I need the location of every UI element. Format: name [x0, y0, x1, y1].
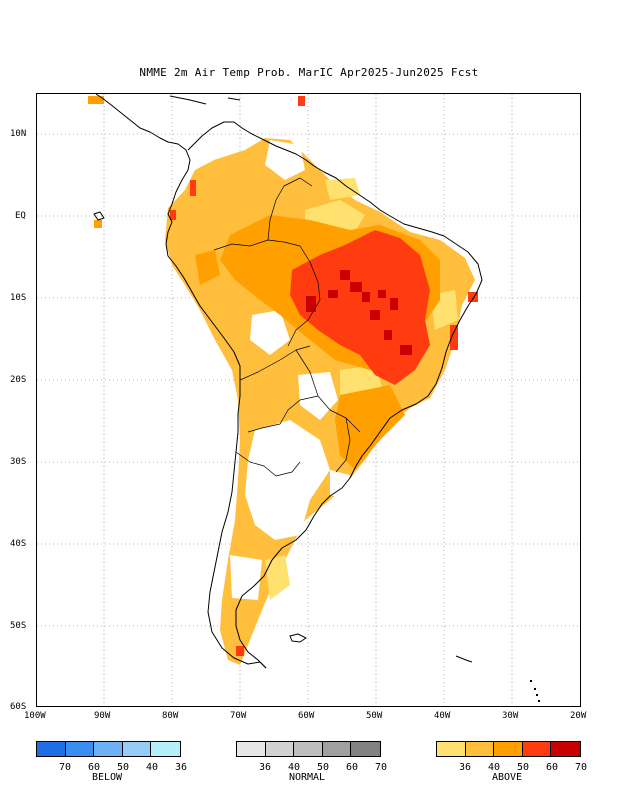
legend-below-swatch: [122, 742, 152, 756]
lon-label-70w: 70W: [230, 711, 247, 721]
lon-label-30w: 30W: [502, 711, 519, 721]
lon-label-100w: 100W: [24, 711, 46, 721]
legend-normal-tick: 50: [316, 762, 330, 773]
map-title: NMME 2m Air Temp Prob. MarIC Apr2025-Jun…: [139, 66, 479, 79]
legend-normal-swatch: [294, 742, 323, 756]
legend-above-swatch: [465, 742, 495, 756]
lat-label-60s: 60S: [10, 702, 27, 712]
lat-label-40s: 40S: [10, 539, 27, 549]
lat-label-20s: 20S: [10, 375, 27, 385]
legend-above-swatch: [522, 742, 552, 756]
islands: [530, 680, 540, 702]
lon-label-50w: 50W: [366, 711, 383, 721]
above-70-cells: [306, 270, 412, 355]
lon-label-60w: 60W: [298, 711, 315, 721]
no-signal-region: [245, 420, 330, 540]
legend-normal-label: NORMAL: [288, 772, 326, 783]
legend-above-swatch: [551, 742, 581, 756]
legend-normal-bar: [236, 741, 381, 757]
legend-normal-tick: 60: [345, 762, 359, 773]
legend-below-bar: [36, 741, 181, 757]
legend-normal-tick: 70: [374, 762, 388, 773]
legend-below-tick: 36: [174, 762, 188, 773]
legend-below-tick: 40: [145, 762, 159, 773]
legend-below-tick: 60: [87, 762, 101, 773]
lat-label-30s: 30S: [10, 457, 27, 467]
legend-below-swatch: [151, 742, 181, 756]
lat-label-10s: 10S: [10, 293, 27, 303]
legend-normal-swatch: [351, 742, 381, 756]
coastline: [93, 94, 483, 669]
legend-above-tick: 36: [458, 762, 472, 773]
lat-label-10n: 10N: [10, 129, 27, 139]
gridlines: [37, 94, 580, 706]
legend-above-bar: [436, 741, 581, 757]
legend-above-tick: 50: [516, 762, 530, 773]
map-plot-area: [36, 93, 581, 707]
lon-label-20w: 20W: [570, 711, 587, 721]
legend-above-tick: 40: [487, 762, 501, 773]
legend-normal-tick: 40: [287, 762, 301, 773]
above-60-region: [290, 230, 430, 385]
lon-label-90w: 90W: [94, 711, 111, 721]
lat-label-eq: EQ: [15, 211, 26, 221]
lon-label-40w: 40W: [434, 711, 451, 721]
legend-normal-swatch: [322, 742, 352, 756]
legend-above-swatch: [494, 742, 523, 756]
legend-above-label: ABOVE: [491, 772, 523, 783]
legend-below-label: BELOW: [91, 772, 123, 783]
legend-below-tick: 70: [58, 762, 72, 773]
legend-above-tick: 70: [574, 762, 588, 773]
legend-below-swatch: [94, 742, 123, 756]
lon-label-80w: 80W: [162, 711, 179, 721]
legend-normal-swatch: [237, 742, 266, 756]
legend-below-tick: 50: [116, 762, 130, 773]
legend-above-tick: 60: [545, 762, 559, 773]
legend-normal-swatch: [265, 742, 295, 756]
legend-normal-tick: 36: [258, 762, 272, 773]
legend-below-swatch: [37, 742, 66, 756]
lat-label-50s: 50S: [10, 621, 27, 631]
legend-below-swatch: [65, 742, 95, 756]
legend-above-swatch: [437, 742, 466, 756]
